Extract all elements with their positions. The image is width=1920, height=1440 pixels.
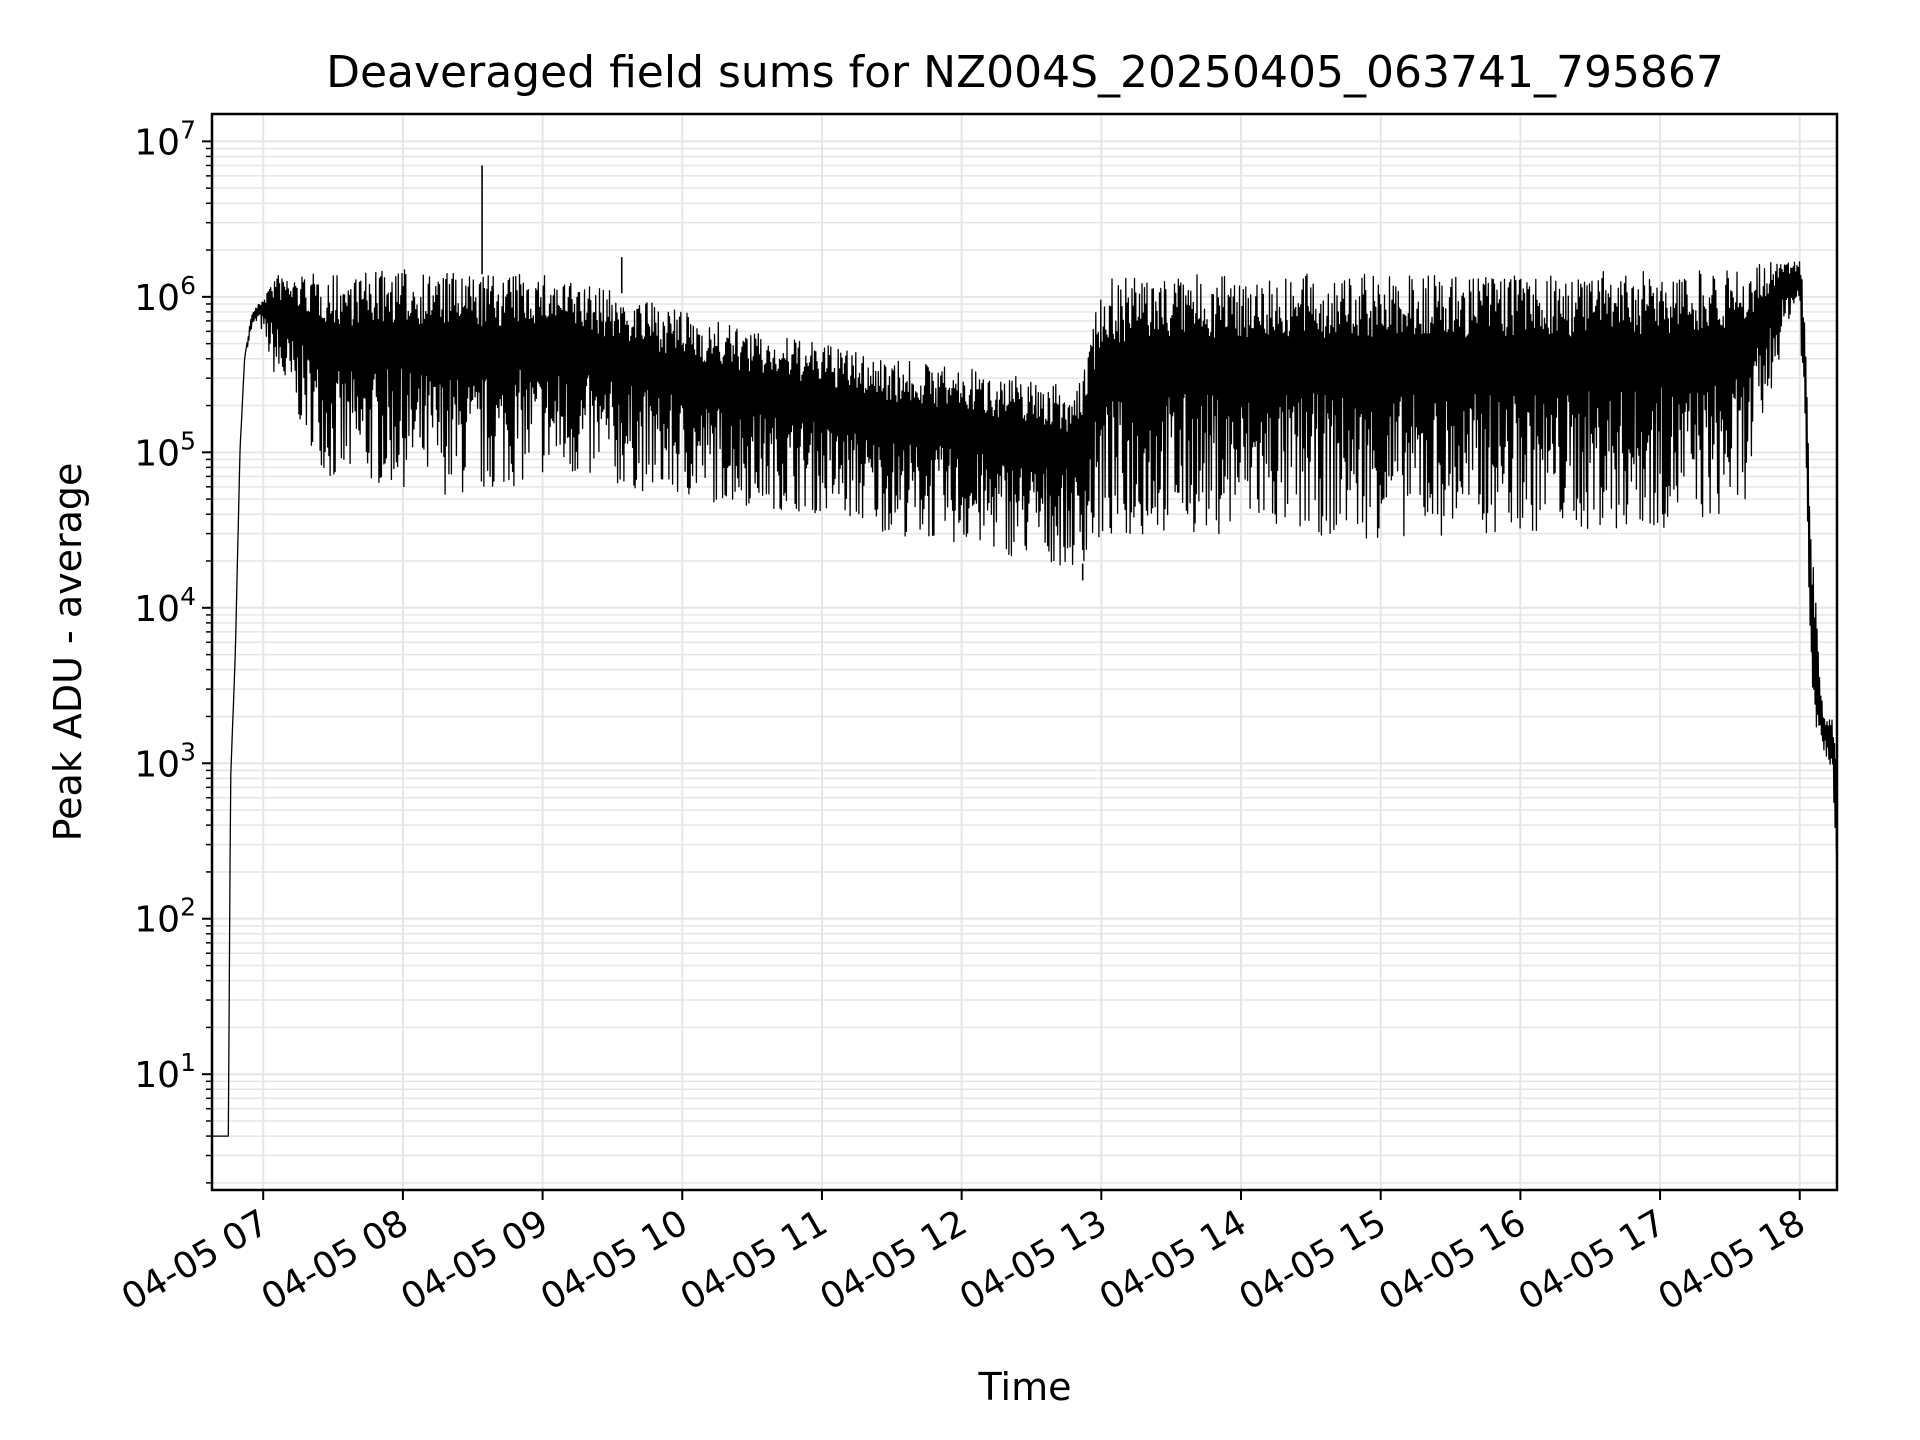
y-tick-label: 102 xyxy=(134,893,196,941)
y-tick-label: 101 xyxy=(134,1048,196,1096)
chart-title: Deaveraged field sums for NZ004S_2025040… xyxy=(326,47,1724,98)
y-tick-label: 107 xyxy=(134,115,196,163)
y-tick-label: 104 xyxy=(134,582,196,630)
y-axis-ticks: 101 102 103 104 105 106 107 xyxy=(134,115,212,1096)
data-series-line xyxy=(211,165,1838,1137)
y-axis-minor-ticks xyxy=(206,147,212,1184)
plot-frame xyxy=(210,112,1839,1192)
y-tick-label: 103 xyxy=(134,737,196,785)
x-axis-label: Time xyxy=(978,1365,1072,1409)
series-line xyxy=(211,261,1838,1137)
y-axis-label: Peak ADU - average xyxy=(46,463,90,842)
y-tick-label: 105 xyxy=(134,426,196,474)
y-tick-label: 106 xyxy=(134,271,196,319)
